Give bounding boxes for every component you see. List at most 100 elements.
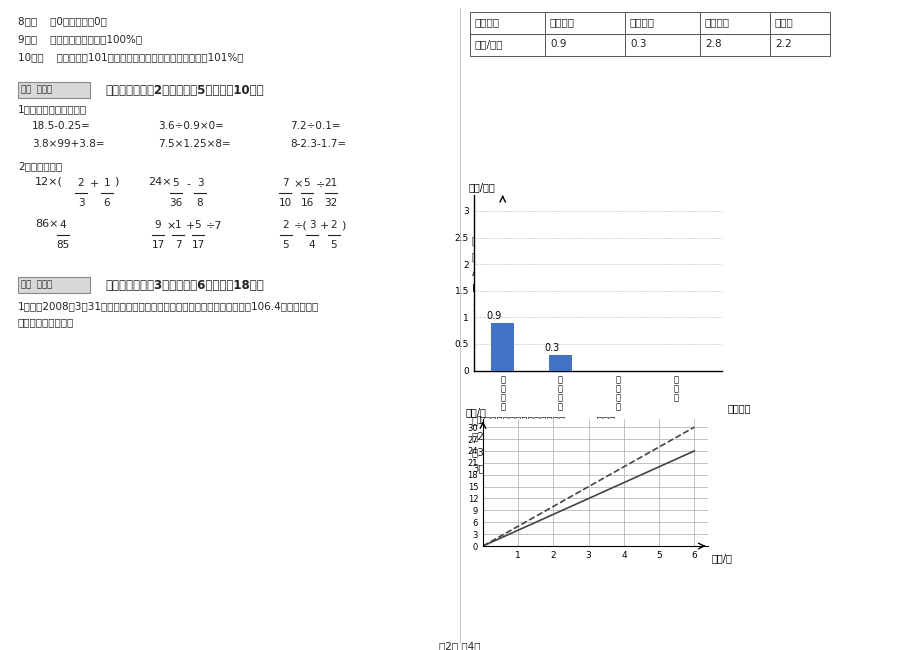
Text: ---降价前: ---降价前 bbox=[537, 318, 566, 328]
Bar bbox=[470, 34, 544, 56]
Text: 85: 85 bbox=[56, 240, 70, 250]
Text: 港澳同胞: 港澳同胞 bbox=[550, 17, 574, 27]
Text: 36: 36 bbox=[169, 198, 183, 208]
Bar bbox=[549, 354, 572, 370]
Text: ÷7: ÷7 bbox=[206, 221, 222, 231]
Text: 0.3: 0.3 bbox=[630, 39, 646, 49]
Text: B．旅居国外的华侨华人比外国人的报名人数多大约______%。: B．旅居国外的华侨华人比外国人的报名人数多大约______%。 bbox=[471, 283, 664, 294]
Text: A．台湾同胞报名人数大约是港澳同胞的______%。: A．台湾同胞报名人数大约是港澳同胞的______%。 bbox=[471, 267, 632, 278]
Bar bbox=[624, 12, 699, 34]
Text: 86×: 86× bbox=[35, 219, 59, 229]
Text: ): ) bbox=[114, 177, 119, 187]
Text: 得分  评卷人: 得分 评卷人 bbox=[21, 85, 52, 94]
Text: 17: 17 bbox=[191, 240, 204, 250]
Text: ÷(: ÷( bbox=[294, 221, 308, 231]
Text: 外国人: 外国人 bbox=[774, 17, 793, 27]
Text: 人员类别: 人员类别 bbox=[727, 403, 751, 413]
Text: 1、: 1、 bbox=[486, 479, 499, 489]
Text: 21: 21 bbox=[324, 178, 337, 188]
Bar bbox=[18, 82, 90, 98]
Text: 12×(: 12×( bbox=[35, 177, 62, 187]
Text: 17: 17 bbox=[152, 240, 165, 250]
Bar bbox=[544, 12, 624, 34]
Text: 2: 2 bbox=[282, 220, 289, 230]
Text: 5: 5 bbox=[173, 178, 179, 188]
Text: 1、截止2008年3月31日，报名申请成为北京奥运会志愿者的，除我国大陆的106.4万人外，其它: 1、截止2008年3月31日，报名申请成为北京奥运会志愿者的，除我国大陆的106… bbox=[18, 301, 319, 311]
Text: 0.3: 0.3 bbox=[543, 343, 559, 353]
Text: 4: 4 bbox=[60, 220, 66, 230]
Bar bbox=[624, 34, 699, 56]
Text: 9: 9 bbox=[154, 220, 161, 230]
Text: 5: 5 bbox=[195, 220, 201, 230]
Text: +: + bbox=[320, 221, 329, 231]
Text: 24×: 24× bbox=[148, 177, 172, 187]
Bar bbox=[699, 12, 769, 34]
Text: 人数/万人: 人数/万人 bbox=[468, 183, 494, 192]
Text: 7: 7 bbox=[175, 240, 181, 250]
Bar bbox=[491, 322, 514, 370]
Text: 0.9: 0.9 bbox=[486, 311, 501, 321]
Text: 人员类别: 人员类别 bbox=[474, 17, 499, 27]
Text: 2.2: 2.2 bbox=[774, 39, 790, 49]
Text: 总价/元: 总价/元 bbox=[465, 408, 486, 417]
Text: 7: 7 bbox=[281, 178, 288, 188]
Text: 得分  评卷人: 得分 评卷人 bbox=[21, 280, 52, 289]
Text: 1: 1 bbox=[175, 220, 181, 230]
Text: 5: 5 bbox=[282, 240, 289, 250]
Text: 第2页 共4页: 第2页 共4页 bbox=[438, 641, 481, 650]
Text: 3.6÷0.9×0=: 3.6÷0.9×0= bbox=[158, 121, 223, 131]
Text: 3: 3 bbox=[197, 178, 203, 188]
Text: 人数/万人: 人数/万人 bbox=[474, 39, 503, 49]
Text: 3．看图列算式或方程，不计算：: 3．看图列算式或方程，不计算： bbox=[471, 463, 565, 473]
Text: ——降价后: ——降价后 bbox=[586, 318, 626, 328]
Text: -: - bbox=[186, 179, 190, 189]
Text: 五、综合题（共3小题，每题6分，共计18分）: 五、综合题（共3小题，每题6分，共计18分） bbox=[105, 279, 264, 292]
Text: 的报名人数如下表：: 的报名人数如下表： bbox=[18, 317, 74, 327]
Text: 18.5-0.25=: 18.5-0.25= bbox=[32, 121, 91, 131]
Text: 0.9: 0.9 bbox=[550, 39, 566, 49]
Text: 2: 2 bbox=[77, 178, 85, 188]
Text: ×: × bbox=[165, 221, 176, 231]
Text: 3: 3 bbox=[309, 220, 315, 230]
Text: 四、计算题（共2小题，每题5分，共计10分）: 四、计算题（共2小题，每题5分，共计10分） bbox=[105, 84, 264, 97]
Bar bbox=[544, 34, 624, 56]
Text: ÷: ÷ bbox=[315, 179, 325, 189]
Text: 4: 4 bbox=[309, 240, 315, 250]
Text: （3）这种彩带降价了______%。: （3）这种彩带降价了______%。 bbox=[471, 447, 582, 458]
Text: 10: 10 bbox=[278, 198, 291, 208]
Text: 3: 3 bbox=[77, 198, 85, 208]
Text: 2．图象表示一种彩带降价前后的长度与总价的关系，请根据图中信息填空。: 2．图象表示一种彩带降价前后的长度与总价的关系，请根据图中信息填空。 bbox=[471, 303, 684, 313]
Text: 6: 6 bbox=[104, 198, 110, 208]
Bar bbox=[769, 34, 829, 56]
Text: 2: 2 bbox=[330, 220, 337, 230]
Text: 2.8: 2.8 bbox=[704, 39, 720, 49]
Bar bbox=[699, 34, 769, 56]
Text: 5: 5 bbox=[330, 240, 337, 250]
Text: 台湾同胞: 台湾同胞 bbox=[630, 17, 654, 27]
Text: 8-2.3-1.7=: 8-2.3-1.7= bbox=[289, 139, 346, 149]
Text: （1）降价前后，长度与总价都成______比例。: （1）降价前后，长度与总价都成______比例。 bbox=[471, 415, 616, 426]
Text: +: + bbox=[90, 179, 99, 189]
Text: 3.8×99+3.8=: 3.8×99+3.8= bbox=[32, 139, 105, 149]
Text: （2）求下列百分数。（百分号前保留一位小数）: （2）求下列百分数。（百分号前保留一位小数） bbox=[471, 251, 609, 261]
Text: +: + bbox=[186, 221, 195, 231]
Text: （2）降价前买7.5米需______元。: （2）降价前买7.5米需______元。 bbox=[471, 431, 588, 442]
Text: （1）根据表里的人数，完成统计图。: （1）根据表里的人数，完成统计图。 bbox=[471, 235, 578, 245]
Text: 华侨华人: 华侨华人 bbox=[704, 17, 729, 27]
Text: 8: 8 bbox=[197, 198, 203, 208]
Text: 7.5×1.25×8=: 7.5×1.25×8= bbox=[158, 139, 231, 149]
Text: 32: 32 bbox=[324, 198, 337, 208]
Text: 5: 5 bbox=[303, 178, 310, 188]
Text: 16: 16 bbox=[300, 198, 313, 208]
Text: 1: 1 bbox=[104, 178, 110, 188]
Text: 2、竖式计算：: 2、竖式计算： bbox=[18, 161, 62, 171]
Bar bbox=[470, 12, 544, 34]
Text: 10．（    ）李师傅做101个零件，全部合格，合格率就达到了101%。: 10．（ ）李师傅做101个零件，全部合格，合格率就达到了101%。 bbox=[18, 52, 244, 62]
Text: 长度/米: 长度/米 bbox=[711, 553, 732, 563]
Text: 8．（    ）0的倒数还是0。: 8．（ ）0的倒数还是0。 bbox=[18, 16, 107, 26]
Text: 1、直接写出计算结果：: 1、直接写出计算结果： bbox=[18, 104, 87, 114]
Text: 7.2÷0.1=: 7.2÷0.1= bbox=[289, 121, 340, 131]
Text: ×: × bbox=[292, 179, 302, 189]
Bar bbox=[18, 277, 90, 293]
Text: ): ) bbox=[341, 221, 345, 231]
